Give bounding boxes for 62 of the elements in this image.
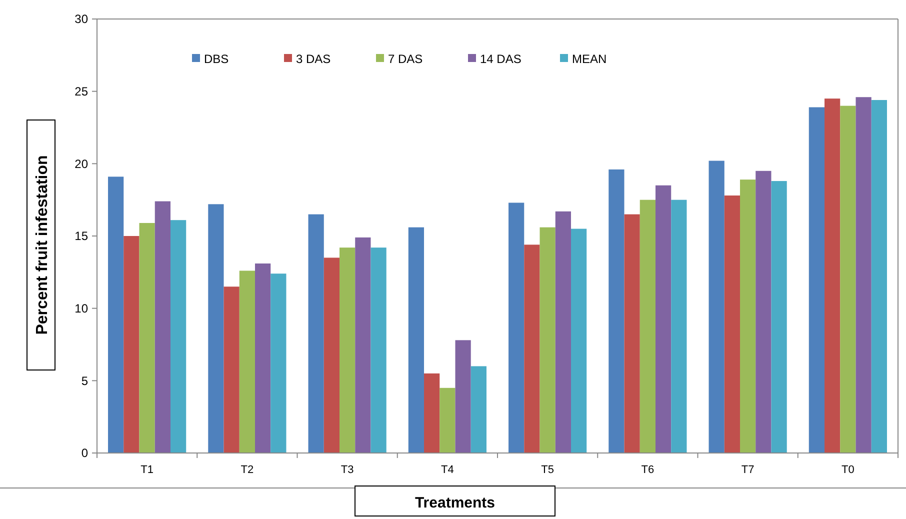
x-tick-label: T7: [741, 464, 754, 476]
bar: [570, 228, 587, 453]
legend-label: DBS: [204, 52, 229, 66]
bar: [324, 258, 340, 453]
bar: [724, 195, 740, 453]
bar: [608, 169, 624, 453]
bar: [508, 202, 524, 453]
y-tick-label: 25: [74, 84, 88, 99]
bar: [524, 244, 540, 453]
x-tick-label: T2: [240, 464, 254, 476]
bar: [671, 200, 687, 453]
bar: [808, 107, 825, 453]
legend-label: MEAN: [572, 52, 607, 66]
y-tick-label: 5: [81, 374, 88, 388]
bar: [270, 274, 286, 453]
bar: [170, 220, 186, 453]
bar: [370, 248, 386, 453]
bar: [840, 106, 856, 453]
legend-label: 7 DAS: [388, 52, 423, 66]
legend-label: 14 DAS: [480, 52, 522, 66]
bar: [208, 204, 224, 453]
y-tick-label: 20: [74, 156, 88, 171]
bar: [455, 340, 471, 453]
bar: [756, 170, 772, 453]
bar: [224, 286, 240, 453]
bar: [856, 97, 872, 453]
legend-label: 3 DAS: [296, 52, 331, 66]
bar: [340, 248, 356, 453]
bar: [440, 388, 456, 453]
bar: [555, 211, 571, 453]
x-tick-label: T3: [340, 464, 354, 476]
bar: [740, 180, 756, 453]
x-tick-label: T1: [140, 464, 154, 476]
bar: [708, 160, 724, 453]
x-tick-label: T4: [441, 464, 454, 476]
bar: [124, 236, 140, 453]
y-tick-label: 0: [81, 446, 88, 460]
bar: [108, 176, 124, 453]
bar: [424, 373, 440, 453]
x-tick-label: T5: [541, 464, 554, 476]
bar: [824, 98, 840, 453]
x-axis-title: Treatments: [414, 494, 496, 512]
bar: [655, 185, 672, 453]
bar: [355, 237, 371, 453]
bar: [139, 222, 155, 453]
y-axis-title: Percent fruit infestation: [34, 155, 51, 335]
y-tick-label: 30: [74, 12, 88, 26]
bar: [154, 201, 170, 453]
bar: [254, 263, 271, 453]
x-tick-label: T6: [641, 464, 654, 476]
bar: [239, 270, 255, 453]
y-tick-label: 10: [74, 302, 88, 316]
bar: [871, 100, 887, 453]
bar: [624, 214, 640, 453]
bar: [771, 181, 787, 453]
bar: [308, 214, 324, 453]
bar: [640, 200, 656, 453]
x-tick-label: T0: [842, 464, 854, 476]
bar: [540, 227, 556, 453]
y-tick-label: 15: [74, 229, 88, 244]
bar: [408, 227, 424, 453]
bar: [470, 366, 486, 453]
